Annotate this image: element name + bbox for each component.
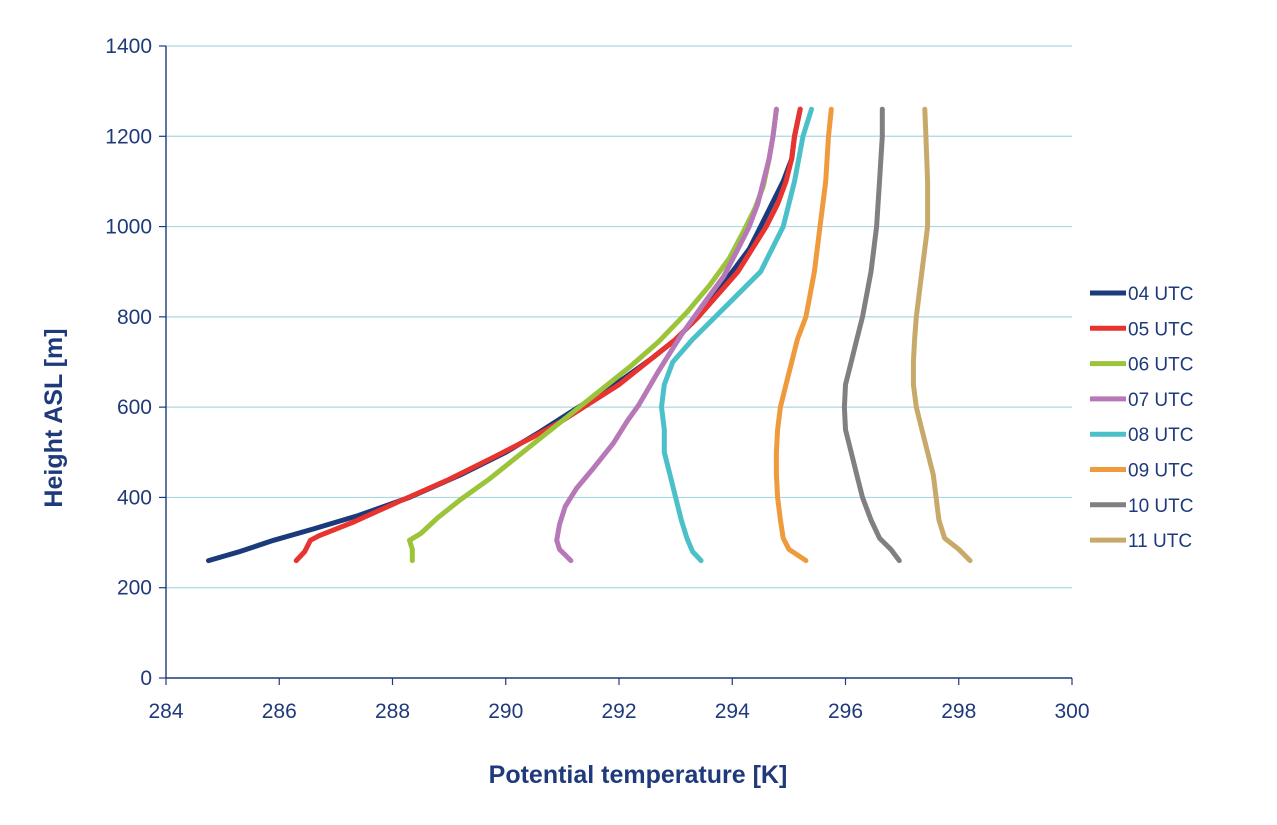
y-tick-label: 800 <box>117 306 152 329</box>
y-tick-label: 400 <box>117 486 152 509</box>
legend-label: 09 UTC <box>1128 461 1193 482</box>
legend-label: 07 UTC <box>1128 390 1193 411</box>
legend-label: 11 UTC <box>1128 531 1192 552</box>
series-line-3 <box>554 106 779 564</box>
x-tick-label: 288 <box>375 700 410 723</box>
series-line-2 <box>407 106 779 564</box>
x-tick-label: 292 <box>601 700 636 723</box>
x-tick-label: 294 <box>715 700 750 723</box>
legend-label: 08 UTC <box>1128 425 1193 446</box>
x-tick-label: 290 <box>488 700 523 723</box>
x-tick-label: 298 <box>941 700 976 723</box>
legend-label: 06 UTC <box>1128 355 1193 376</box>
legend-label: 10 UTC <box>1128 496 1193 517</box>
y-tick-label: 200 <box>117 577 152 600</box>
x-tick-label: 284 <box>148 700 183 723</box>
legend-label: 05 UTC <box>1128 319 1193 340</box>
legend-label: 04 UTC <box>1128 284 1193 305</box>
x-tick-label: 286 <box>262 700 297 723</box>
x-tick-label: 296 <box>828 700 863 723</box>
y-tick-label: 1200 <box>105 125 152 148</box>
y-tick-label: 0 <box>140 667 152 690</box>
series-lines <box>206 106 973 564</box>
gridlines <box>166 45 1072 589</box>
y-axis-title: Height ASL [m] <box>40 328 68 507</box>
series-line-6 <box>841 106 902 564</box>
y-axis-ticks: 0 200 400 600 800 1000 1200 1400 <box>105 35 166 690</box>
x-axis-ticks: 284 286 288 290 292 294 296 298 300 <box>148 678 1090 723</box>
x-tick-label: 300 <box>1054 700 1089 723</box>
series-line-0 <box>206 106 803 564</box>
x-axis-title: Potential temperature [K] <box>489 761 788 789</box>
y-tick-label: 600 <box>117 396 152 419</box>
y-tick-label: 1000 <box>105 216 152 239</box>
series-line-4 <box>659 106 814 564</box>
legend: 04 UTC 05 UTC 06 UTC 07 UTC 08 UTC 09 UTC 10 U… <box>1090 284 1193 552</box>
y-tick-label: 1400 <box>105 35 152 58</box>
series-line-7 <box>910 106 973 564</box>
series-line-5 <box>773 106 834 564</box>
axes <box>165 46 1072 679</box>
series-line-1 <box>293 106 803 564</box>
